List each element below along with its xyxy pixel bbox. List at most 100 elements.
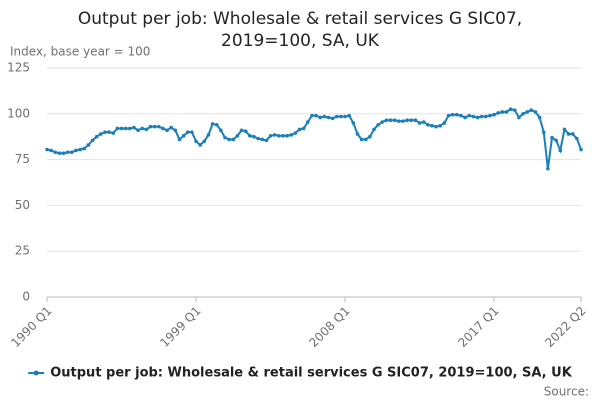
point bbox=[99, 132, 103, 136]
point bbox=[566, 132, 571, 136]
point bbox=[541, 130, 546, 134]
x-tick-label: 1990 Q1 bbox=[8, 304, 54, 350]
point bbox=[301, 126, 306, 131]
point bbox=[198, 143, 202, 147]
point bbox=[169, 125, 173, 130]
point bbox=[152, 124, 157, 129]
x-tick-label: 1999 Q1 bbox=[157, 304, 203, 350]
point bbox=[521, 112, 525, 116]
point bbox=[144, 127, 149, 132]
point bbox=[575, 136, 579, 141]
point bbox=[127, 126, 132, 131]
point bbox=[239, 128, 244, 133]
y-tick-label: 25 bbox=[15, 244, 30, 258]
point bbox=[537, 115, 542, 120]
point bbox=[554, 138, 558, 143]
point bbox=[525, 110, 529, 114]
point bbox=[355, 132, 360, 136]
point bbox=[363, 137, 368, 142]
point bbox=[438, 123, 443, 128]
point bbox=[558, 148, 563, 153]
point bbox=[450, 112, 455, 117]
point bbox=[463, 115, 467, 120]
point bbox=[140, 126, 145, 131]
point bbox=[264, 138, 269, 143]
point bbox=[107, 130, 111, 134]
point bbox=[136, 128, 140, 133]
point bbox=[529, 108, 534, 112]
point bbox=[103, 130, 107, 134]
point bbox=[459, 113, 463, 118]
point bbox=[504, 110, 509, 114]
point bbox=[512, 108, 517, 112]
point bbox=[500, 110, 505, 114]
point bbox=[488, 113, 492, 118]
point bbox=[471, 114, 476, 119]
point bbox=[326, 115, 331, 120]
point bbox=[339, 114, 343, 119]
point bbox=[219, 128, 223, 133]
point bbox=[61, 151, 66, 155]
point bbox=[177, 137, 182, 142]
point bbox=[467, 113, 472, 118]
point bbox=[351, 121, 356, 125]
point bbox=[94, 134, 99, 139]
point bbox=[426, 122, 430, 127]
point bbox=[272, 133, 277, 137]
point bbox=[123, 126, 128, 131]
y-tick-label: 75 bbox=[15, 152, 30, 166]
point bbox=[111, 131, 116, 135]
point bbox=[417, 121, 422, 125]
point bbox=[392, 118, 397, 123]
point bbox=[550, 135, 554, 140]
y-tick-label: 50 bbox=[15, 198, 30, 212]
point bbox=[579, 147, 583, 152]
point bbox=[132, 125, 136, 130]
point bbox=[181, 133, 186, 138]
point bbox=[405, 118, 409, 123]
point bbox=[297, 127, 302, 132]
point bbox=[434, 124, 438, 129]
point bbox=[161, 126, 165, 131]
point bbox=[289, 133, 294, 137]
point bbox=[281, 133, 285, 138]
point bbox=[318, 115, 323, 120]
point bbox=[86, 143, 91, 147]
legend-label: Output per job: Wholesale & retail servi… bbox=[50, 366, 572, 381]
x-tick-label: 2022 Q2 bbox=[542, 304, 588, 350]
point bbox=[90, 138, 95, 143]
y-tick-label: 100 bbox=[7, 106, 30, 120]
point bbox=[376, 122, 380, 127]
source: Source: bbox=[544, 385, 589, 399]
point bbox=[322, 114, 327, 119]
point bbox=[372, 127, 376, 132]
legend-marker bbox=[33, 370, 39, 376]
point bbox=[190, 130, 194, 134]
point bbox=[156, 124, 161, 129]
point bbox=[384, 118, 389, 123]
point bbox=[388, 118, 393, 123]
point bbox=[268, 133, 273, 138]
point bbox=[206, 133, 211, 137]
point bbox=[202, 139, 207, 144]
point bbox=[231, 137, 236, 142]
point bbox=[285, 133, 289, 138]
point bbox=[483, 114, 488, 119]
point bbox=[49, 148, 53, 153]
point bbox=[70, 150, 74, 155]
y-axis-label: Index, base year = 100 bbox=[10, 45, 150, 59]
point bbox=[227, 137, 231, 142]
chart-title: Output per job: Wholesale & retail servi… bbox=[78, 9, 522, 29]
point bbox=[546, 166, 550, 171]
point bbox=[82, 146, 87, 151]
point bbox=[517, 115, 521, 120]
point bbox=[65, 150, 70, 155]
point bbox=[479, 114, 484, 119]
point bbox=[380, 120, 385, 124]
point bbox=[248, 133, 252, 138]
point bbox=[343, 114, 347, 119]
y-tick-label: 0 bbox=[22, 290, 30, 304]
line bbox=[46, 108, 582, 169]
point bbox=[53, 150, 58, 155]
